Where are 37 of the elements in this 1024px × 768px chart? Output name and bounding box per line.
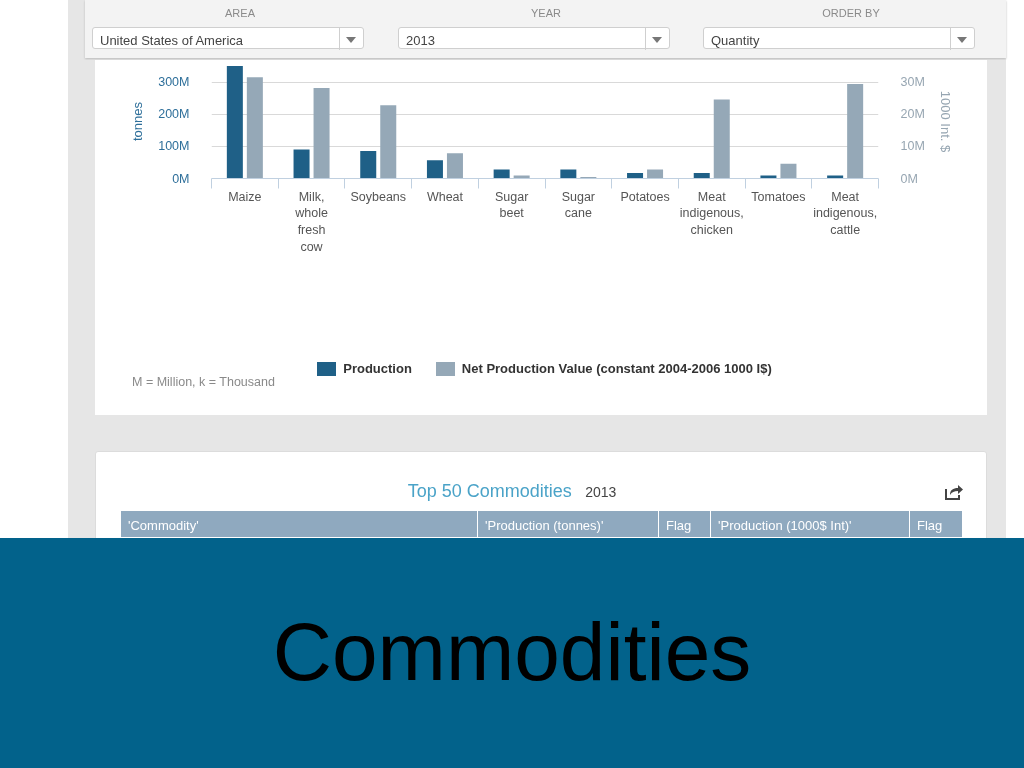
text: Commodities (271, 606, 753, 697)
text: ORDER BY (821, 6, 881, 21)
x-tick-label: Soybeans (350, 189, 407, 204)
text: Quantity (711, 32, 760, 50)
x-tick-label: Sugar cane (561, 189, 596, 221)
legend-label: Production (343, 360, 412, 378)
text: 'Commodity' (128, 517, 199, 535)
x-tick-label: Meat indigenous, chicken (679, 189, 744, 238)
text: YEAR (530, 6, 562, 21)
x-tick-label: Wheat (426, 189, 464, 204)
y2-axis-title: 1000 Int. $ (937, 90, 953, 153)
text: 'Production (1000$ Int)' (718, 517, 852, 535)
x-tick-label: Meat indigenous, cattle (813, 189, 878, 238)
text: United States of America (100, 32, 244, 50)
y2-tick-label: 30M (900, 75, 925, 90)
text: Top 50 Commodities (407, 481, 572, 501)
x-tick-label: Maize (228, 189, 262, 204)
y-tick-label: 100M (158, 139, 190, 154)
x-tick-label: Tomatoes (751, 189, 806, 204)
text: M = Million, k = Thousand (132, 374, 275, 391)
y-tick-label: 0M (172, 171, 190, 186)
text: 2013 (406, 32, 435, 50)
legend-label: Net Production Value (constant 2004-2006 1000 I$) (461, 360, 772, 378)
text: AREA (224, 6, 256, 21)
y2-tick-label: 20M (900, 107, 925, 122)
x-tick-label: Potatoes (620, 189, 670, 204)
y2-tick-label: 10M (900, 139, 925, 154)
y-axis-title: tonnes (130, 101, 146, 142)
x-tick-label: Sugar beet (494, 189, 529, 221)
y-tick-label: 200M (158, 107, 190, 122)
text: Flag (666, 517, 692, 535)
y-tick-label: 300M (158, 75, 190, 90)
text: 2013 (585, 484, 617, 500)
text: 'Production (tonnes)' (485, 517, 604, 535)
text: Flag (917, 517, 943, 535)
y2-tick-label: 0M (900, 171, 918, 186)
x-tick-label: Milk, whole fresh cow (294, 189, 328, 254)
